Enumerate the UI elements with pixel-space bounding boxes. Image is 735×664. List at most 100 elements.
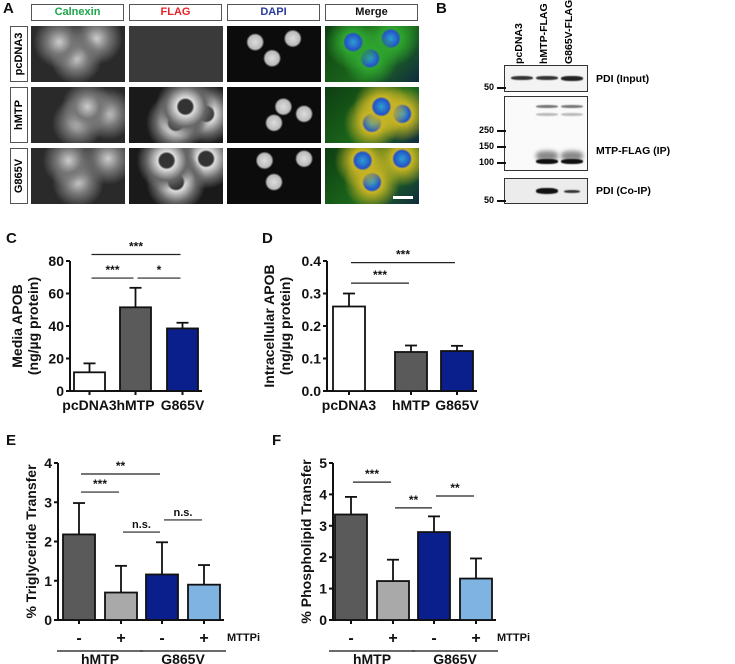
bar — [62, 533, 96, 621]
bar — [417, 531, 451, 621]
x-tick-label: G865V — [161, 397, 205, 413]
significance-label: *** — [129, 240, 143, 254]
channel-header-dapi: DAPI — [227, 4, 320, 21]
channel-header-merge: Merge — [325, 4, 418, 21]
blot-pdi-co-ip — [504, 178, 588, 204]
bar — [145, 573, 179, 621]
x-tick-label: + — [471, 630, 480, 647]
y-tick-label: 40 — [48, 318, 64, 334]
y-tick-label: 2 — [319, 549, 327, 565]
micrograph-pcdna3-dapi — [227, 26, 321, 82]
mw-tick — [497, 130, 506, 132]
row-label-pcdna3: pcDNA3 — [10, 26, 28, 82]
bar — [459, 577, 493, 621]
x-tick-label: - — [348, 630, 353, 647]
mw-marker: 150 — [478, 141, 494, 151]
bar — [440, 350, 474, 392]
micrograph-pcdna3-flag — [129, 26, 223, 82]
micrograph-pcdna3-merge — [325, 26, 419, 82]
mw-tick — [497, 87, 506, 89]
blot-band — [536, 188, 558, 194]
blot-band — [536, 105, 558, 108]
significance-label: *** — [365, 467, 379, 481]
treatment-label: MTTPi — [227, 632, 260, 644]
y-tick-label: 60 — [48, 286, 64, 302]
group-label: G865V — [161, 651, 205, 664]
channel-header-calnexin: Calnexin — [31, 4, 124, 21]
x-tick-label: hMTP — [116, 397, 154, 413]
y-tick-label: 5 — [319, 455, 327, 471]
blot-band — [536, 113, 558, 116]
x-tick-label: + — [116, 630, 125, 647]
bar — [166, 327, 199, 392]
blot-band — [561, 76, 583, 81]
y-tick-label: 4 — [44, 455, 52, 471]
micrograph-g865v-flag — [129, 148, 223, 204]
micrograph-hmtp-flag — [129, 87, 223, 143]
mw-marker: 250 — [478, 125, 494, 135]
blot-band — [561, 105, 583, 108]
scale-bar — [393, 196, 413, 199]
y-tick-label: 3 — [44, 494, 52, 510]
significance-label: *** — [105, 263, 119, 277]
group-label: hMTP — [353, 651, 391, 664]
x-tick-label: + — [388, 630, 397, 647]
micrograph-hmtp-merge — [325, 87, 419, 143]
micrograph-hmtp-dapi — [227, 87, 321, 143]
blot-band — [564, 190, 580, 193]
significance-label: *** — [93, 477, 107, 491]
mw-marker: 50 — [483, 195, 494, 205]
y-tick-label: 0 — [56, 383, 64, 399]
blot-mtp-flag-ip — [504, 96, 588, 171]
mw-tick — [497, 146, 506, 148]
significance-label: ** — [450, 481, 460, 495]
micrograph-g865v-merge — [325, 148, 419, 204]
bar — [334, 513, 368, 621]
y-tick-label: 80 — [48, 253, 64, 269]
y-tick-label: 0 — [44, 612, 52, 628]
y-axis-label: (ng/µg protein) — [277, 277, 293, 375]
blot-smear — [561, 151, 583, 161]
micrograph-pcdna3-calnexin — [31, 26, 125, 82]
y-axis-label: Media APOB — [9, 284, 25, 368]
panel-label-f: F — [272, 432, 282, 449]
x-tick-label: - — [76, 630, 81, 647]
mw-tick — [497, 200, 506, 202]
x-tick-label: hMTP — [392, 397, 430, 413]
y-tick-label: 0.3 — [302, 286, 322, 302]
row-label-g865v: G865V — [10, 148, 28, 204]
y-tick-label: 0.0 — [302, 383, 322, 399]
y-axis-label: Intracellular APOB — [261, 264, 277, 387]
blot-band — [561, 159, 583, 164]
significance-label: n.s. — [132, 519, 151, 531]
panel-label-b: B — [436, 0, 447, 17]
y-tick-label: 1 — [319, 581, 327, 597]
blot-band — [511, 76, 533, 80]
significance-label: *** — [396, 248, 410, 262]
y-axis-label: (ng/µg protein) — [25, 277, 41, 375]
bar — [394, 351, 428, 392]
y-tick-label: 0.4 — [302, 253, 322, 269]
y-tick-label: 0 — [319, 612, 327, 628]
blot-smear — [536, 151, 558, 161]
bar — [104, 591, 138, 621]
mw-marker: 100 — [478, 157, 494, 167]
treatment-label: MTTPi — [497, 632, 530, 644]
blot-band — [561, 113, 583, 116]
bar — [119, 306, 152, 392]
blot-band — [536, 76, 558, 80]
panel-label-a: A — [3, 0, 14, 17]
blot-label-pdi-co-ip: PDI (Co-IP) — [596, 185, 651, 197]
panel-label-d: D — [262, 230, 273, 247]
micrograph-hmtp-calnexin — [31, 87, 125, 143]
significance-label: * — [157, 263, 162, 277]
row-label-hmtp: hMTP — [10, 87, 28, 143]
bar — [376, 580, 410, 621]
y-tick-label: 0.2 — [302, 318, 322, 334]
blot-band — [536, 159, 558, 164]
mw-marker: 50 — [483, 82, 494, 92]
blot-label-pdi-input: PDI (Input) — [596, 73, 650, 85]
blot-label-mtp-flag-ip: MTP-FLAG (IP) — [596, 145, 671, 157]
group-label: G865V — [433, 651, 477, 664]
x-tick-label: + — [199, 630, 208, 647]
